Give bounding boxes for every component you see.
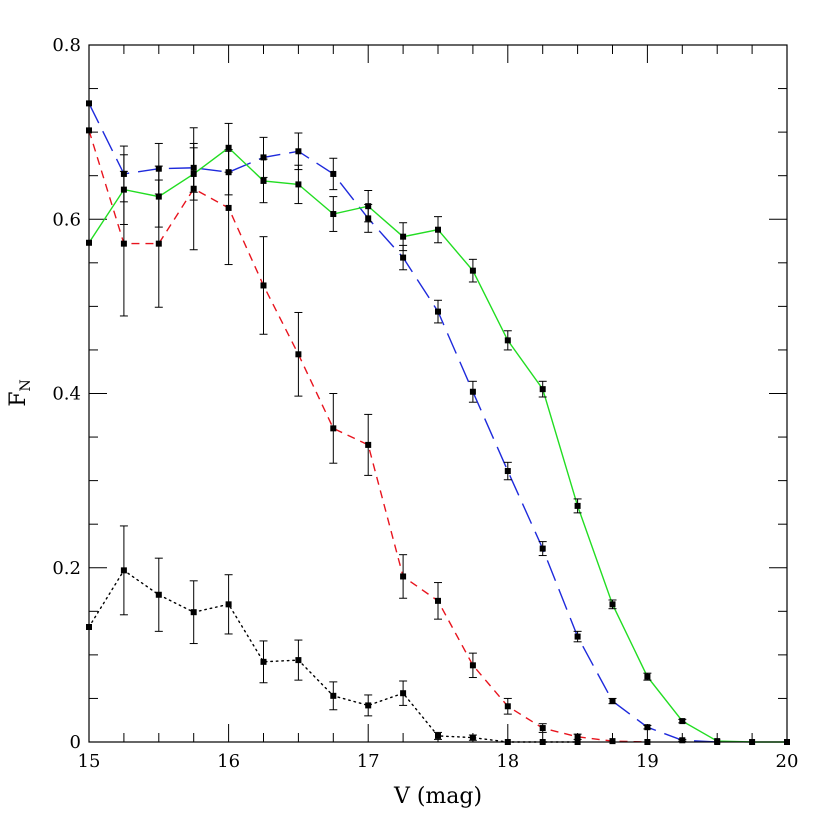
data-point xyxy=(400,254,407,261)
data-point xyxy=(435,732,441,739)
data-point xyxy=(365,702,372,709)
data-point xyxy=(155,591,162,598)
data-point xyxy=(330,170,337,177)
data-point xyxy=(225,601,232,608)
data-point xyxy=(260,282,267,289)
tick-labels: 15 16 17 18 19 20 0 0.2 0.4 0.6 0.8 xyxy=(52,35,798,772)
data-point xyxy=(260,177,267,184)
data-point xyxy=(435,226,441,233)
y-axis-label-sub: N xyxy=(18,379,34,391)
data-point xyxy=(504,703,511,710)
x-tick-label: 19 xyxy=(636,751,659,772)
data-point xyxy=(504,337,511,344)
data-point xyxy=(574,733,581,740)
data-point xyxy=(400,690,407,697)
plot-frame xyxy=(88,44,788,743)
data-point xyxy=(539,386,546,393)
y-tick-label: 0.4 xyxy=(52,384,81,405)
data-point xyxy=(295,657,302,664)
y-tick-label: 0 xyxy=(70,732,81,753)
data-point xyxy=(400,573,407,580)
data-point xyxy=(539,545,546,552)
y-axis-label-main: F xyxy=(6,391,31,406)
data-point xyxy=(609,601,616,608)
y-tick-label: 0.2 xyxy=(52,558,81,579)
data-point xyxy=(295,351,302,358)
series-layer xyxy=(86,100,790,745)
series-1 xyxy=(86,525,581,745)
data-point xyxy=(190,609,197,616)
series-line xyxy=(88,130,648,743)
data-point xyxy=(539,725,546,732)
y-tick-label: 0.8 xyxy=(52,35,81,56)
data-point xyxy=(120,567,127,574)
series-3 xyxy=(86,100,721,745)
data-point xyxy=(260,658,267,665)
y-tick-label: 0.6 xyxy=(52,209,81,230)
data-point xyxy=(609,698,616,705)
data-point xyxy=(609,738,616,745)
data-point xyxy=(469,734,476,741)
data-point xyxy=(365,203,372,210)
data-point xyxy=(120,240,127,247)
data-point xyxy=(365,441,372,448)
data-point xyxy=(469,267,476,274)
y-axis-label: FN xyxy=(6,379,34,407)
x-tick-label: 15 xyxy=(78,751,101,772)
data-point xyxy=(155,240,162,247)
data-point xyxy=(469,662,476,669)
series-line xyxy=(88,103,718,743)
data-point xyxy=(714,738,721,745)
data-point xyxy=(574,633,581,640)
data-point xyxy=(295,148,302,155)
data-point xyxy=(155,193,162,200)
data-point xyxy=(295,181,302,188)
x-tick-label: 17 xyxy=(357,751,380,772)
series-2 xyxy=(86,127,651,745)
x-axis-label: V (mag) xyxy=(393,784,482,809)
data-point xyxy=(574,502,581,509)
data-point xyxy=(190,170,197,177)
series-line xyxy=(88,569,579,743)
data-point xyxy=(225,144,232,151)
data-point xyxy=(260,154,267,161)
data-point xyxy=(644,724,651,731)
x-tick-label: 16 xyxy=(217,751,240,772)
data-point xyxy=(504,468,511,475)
data-point xyxy=(120,186,127,193)
x-tick-label: 18 xyxy=(496,751,519,772)
data-point xyxy=(225,204,232,211)
data-point xyxy=(330,692,337,699)
data-point xyxy=(435,597,441,604)
x-tick-label: 20 xyxy=(776,751,799,772)
data-point xyxy=(435,308,441,315)
data-point xyxy=(644,673,651,680)
data-point xyxy=(400,233,407,240)
data-point xyxy=(330,425,337,432)
data-point xyxy=(679,737,686,744)
data-point xyxy=(330,211,337,218)
data-point xyxy=(469,388,476,395)
data-point xyxy=(679,718,686,725)
series-4 xyxy=(86,122,790,745)
